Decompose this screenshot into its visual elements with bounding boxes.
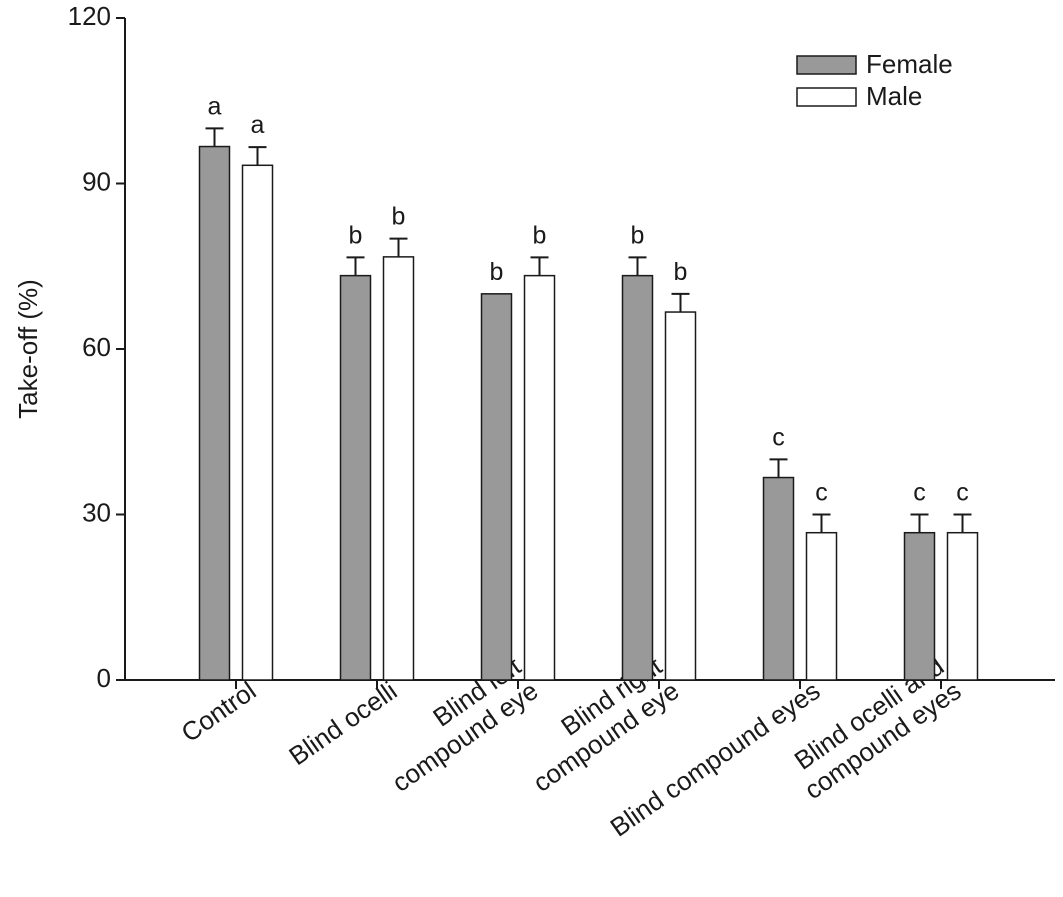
error-bar (812, 513, 831, 533)
legend-swatch (796, 55, 857, 75)
bar (946, 531, 979, 681)
bar (241, 164, 274, 681)
bar (523, 274, 556, 681)
error-bar (769, 458, 788, 478)
bar (805, 531, 838, 681)
y-tick-label: 120 (68, 1, 111, 31)
error-bar (671, 292, 690, 313)
significance-letter: c (913, 479, 926, 507)
x-tick-label-line: Blind ocelli (283, 675, 402, 771)
y-tick-label: 60 (82, 332, 111, 362)
significance-letter: b (674, 258, 688, 286)
error-bar (953, 513, 972, 533)
significance-letter: c (956, 479, 969, 507)
significance-letter: c (772, 423, 785, 451)
y-tick-label: 30 (82, 497, 111, 527)
bar (480, 293, 513, 681)
bar (382, 256, 415, 681)
significance-letter: a (208, 92, 222, 120)
x-tick-label-line: Control (176, 675, 262, 748)
error-bar (910, 513, 929, 533)
significance-letter: b (392, 203, 406, 231)
y-axis-label: Take-off (%) (13, 279, 43, 419)
legend-label: Female (866, 49, 953, 79)
error-bar (248, 146, 267, 166)
bar (198, 145, 231, 681)
error-bar (530, 256, 549, 276)
y-tick-label: 90 (82, 166, 111, 196)
error-bar (628, 256, 647, 276)
error-bar (346, 256, 365, 276)
legend-label: Male (866, 81, 922, 111)
legend-swatch (796, 87, 857, 107)
error-bar (205, 127, 224, 147)
bar (762, 476, 795, 681)
x-tick-label: Blind ocelli (283, 675, 402, 771)
error-bar (389, 237, 408, 257)
significance-letter: c (815, 479, 828, 507)
bar (621, 274, 654, 681)
significance-letter: b (490, 258, 504, 286)
significance-letter: b (533, 221, 547, 249)
y-tick-label: 0 (97, 663, 111, 693)
x-tick-label: Control (176, 675, 262, 748)
significance-letter: b (631, 221, 645, 249)
bar (339, 274, 372, 681)
significance-letter: b (349, 221, 363, 249)
significance-letter: a (251, 111, 265, 139)
bar (664, 311, 697, 681)
bar (903, 531, 936, 681)
